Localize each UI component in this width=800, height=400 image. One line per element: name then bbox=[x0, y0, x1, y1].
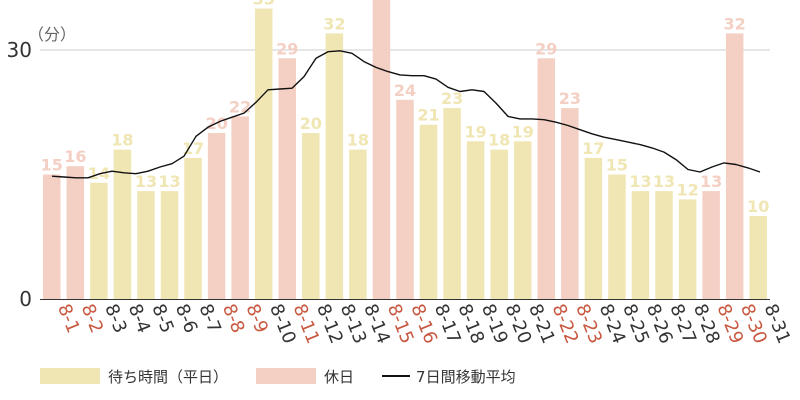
x-tick-label-8-7: 8-7 bbox=[194, 301, 224, 336]
bar-label-8-5: 13 bbox=[135, 172, 157, 191]
bar-8-31 bbox=[749, 216, 767, 299]
bar-8-2 bbox=[66, 166, 85, 299]
bar-8-28 bbox=[678, 199, 697, 299]
legend-swatch-holiday bbox=[256, 368, 317, 384]
bar-label-8-3: 14 bbox=[88, 164, 110, 183]
legend-item-holiday: 休日 bbox=[256, 366, 354, 387]
bar-8-19 bbox=[466, 141, 485, 299]
bar-8-11 bbox=[278, 58, 297, 299]
bar-label-8-21: 19 bbox=[512, 122, 534, 141]
bar-8-3 bbox=[90, 182, 108, 299]
bar-8-13 bbox=[325, 33, 344, 300]
bar-label-8-12: 20 bbox=[300, 114, 322, 133]
bar-label-8-19: 19 bbox=[465, 122, 487, 141]
x-tick-label-8-1: 8-1 bbox=[53, 301, 83, 336]
bar-label-8-17: 21 bbox=[417, 106, 439, 125]
bar-8-23 bbox=[561, 108, 579, 299]
legend-item-weekday: 待ち時間（平日） bbox=[40, 366, 228, 387]
bar-label-8-16: 24 bbox=[394, 81, 416, 100]
moving-average-line bbox=[51, 50, 761, 179]
bar-8-6 bbox=[160, 191, 179, 299]
bar-8-27 bbox=[655, 191, 673, 299]
bar-label-8-31: 10 bbox=[747, 197, 769, 216]
bar-label-8-25: 15 bbox=[606, 156, 628, 175]
x-tick-label-8-9: 8-9 bbox=[242, 301, 272, 336]
bar-8-9 bbox=[231, 116, 249, 300]
bar-8-16 bbox=[396, 99, 414, 299]
bar-8-18 bbox=[443, 108, 461, 299]
bar-8-25 bbox=[608, 174, 626, 299]
bar-8-1 bbox=[43, 174, 61, 299]
bar-8-29 bbox=[702, 191, 720, 299]
bar-value-labels: 1516141813131720223529203218242123191819… bbox=[41, 0, 770, 216]
moving-average-layer bbox=[51, 50, 761, 179]
bar-label-8-20: 18 bbox=[488, 131, 510, 150]
legend-label-holiday: 休日 bbox=[324, 367, 355, 386]
x-tick-label-8-2: 8-2 bbox=[77, 301, 107, 336]
bars bbox=[43, 0, 767, 300]
x-tick-label-8-5: 8-5 bbox=[147, 301, 177, 336]
legend-label-weekday: 待ち時間（平日） bbox=[108, 367, 229, 386]
bar-label-8-4: 18 bbox=[111, 131, 133, 150]
legend-swatch-weekday bbox=[40, 368, 100, 384]
bar-8-24 bbox=[584, 157, 603, 299]
bar-label-8-30: 32 bbox=[724, 14, 746, 33]
bar-8-14 bbox=[349, 149, 367, 299]
y-tick-label-0: 0 bbox=[19, 287, 32, 311]
legend: 待ち時間（平日） 休日 7日間移動平均 bbox=[40, 362, 544, 390]
bar-8-15 bbox=[372, 0, 391, 299]
bar-label-8-27: 13 bbox=[653, 172, 675, 191]
bar-8-12 bbox=[302, 133, 320, 299]
bar-8-22 bbox=[537, 58, 556, 299]
bar-label-8-1: 15 bbox=[41, 156, 63, 175]
bar-8-4 bbox=[113, 149, 132, 299]
bar-label-8-7: 17 bbox=[182, 139, 204, 158]
bar-label-8-23: 23 bbox=[559, 89, 581, 108]
x-tick-label-8-3: 8-3 bbox=[100, 301, 130, 336]
bar-8-20 bbox=[490, 149, 508, 299]
bar-label-8-28: 12 bbox=[676, 180, 698, 199]
bar-label-8-22: 29 bbox=[535, 39, 557, 58]
bar-chart: （分） 151614181313172022352920321824212319… bbox=[7, 0, 794, 347]
legend-item-moving-average: 7日間移動平均 bbox=[382, 366, 516, 387]
y-tick-label-30: 30 bbox=[7, 38, 32, 62]
bar-label-8-14: 18 bbox=[347, 131, 369, 150]
bar-label-8-26: 13 bbox=[629, 172, 651, 191]
x-tick-label-8-8: 8-8 bbox=[218, 301, 248, 336]
bar-8-5 bbox=[137, 191, 155, 299]
bar-label-8-11: 29 bbox=[276, 39, 298, 58]
bar-8-30 bbox=[725, 33, 744, 300]
bar-label-8-2: 16 bbox=[64, 147, 86, 166]
x-tick-label-8-4: 8-4 bbox=[124, 301, 154, 336]
legend-swatch-moving-average bbox=[382, 375, 411, 377]
bar-8-7 bbox=[184, 157, 202, 299]
bar-8-17 bbox=[419, 124, 438, 299]
bar-label-8-13: 32 bbox=[323, 14, 345, 33]
bar-label-8-18: 23 bbox=[441, 89, 463, 108]
bar-label-8-9: 22 bbox=[229, 97, 251, 116]
bar-label-8-6: 13 bbox=[158, 172, 180, 191]
legend-label-moving-average: 7日間移動平均 bbox=[416, 367, 516, 386]
bar-8-10 bbox=[254, 8, 273, 299]
bar-label-8-24: 17 bbox=[582, 139, 604, 158]
bar-8-21 bbox=[513, 141, 532, 299]
x-tick-label-8-6: 8-6 bbox=[171, 301, 201, 336]
y-tick-labels: 0 30 bbox=[7, 38, 32, 311]
unit-label: （分） bbox=[28, 25, 76, 44]
bar-label-8-10: 35 bbox=[253, 0, 275, 9]
bar-8-26 bbox=[631, 191, 650, 299]
bar-8-8 bbox=[207, 133, 226, 299]
bar-label-8-29: 13 bbox=[700, 172, 722, 191]
x-tick-labels: 8-18-28-38-48-58-68-78-88-98-108-118-128… bbox=[53, 301, 794, 347]
